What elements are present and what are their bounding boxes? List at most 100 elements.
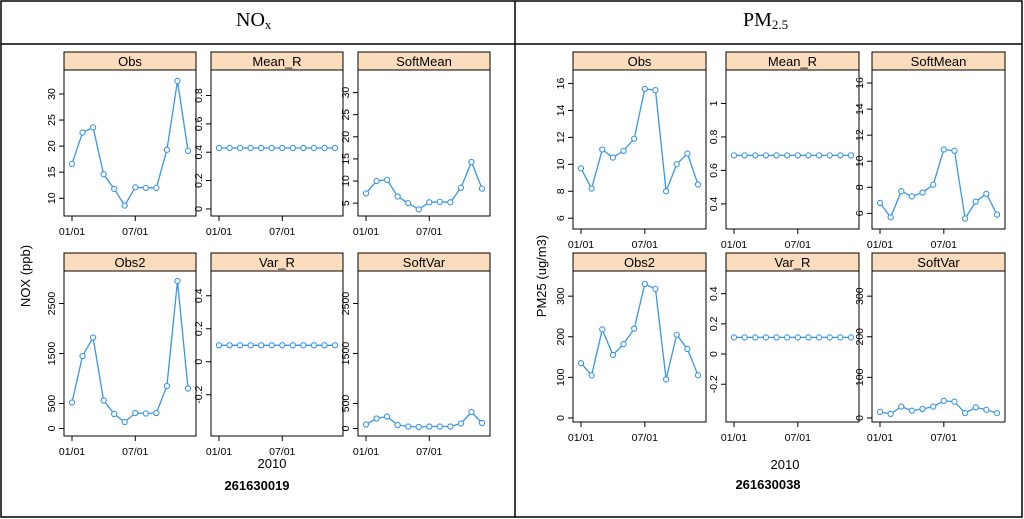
data-point (300, 342, 307, 349)
data-point (447, 199, 454, 206)
series-line (879, 148, 998, 221)
data-point (972, 198, 979, 205)
data-point (132, 184, 139, 191)
data-point (394, 421, 401, 429)
data-point (730, 334, 738, 341)
y-tick-label: 30 (340, 87, 352, 99)
data-point (236, 342, 244, 349)
strip-title: Var_R (259, 255, 295, 270)
data-point (68, 160, 76, 168)
x-axis-label: 2010 (258, 456, 287, 471)
data-point (478, 419, 486, 427)
data-point (132, 409, 139, 417)
data-point (784, 334, 791, 341)
data-point (662, 376, 670, 383)
panel-softvar: SoftVar 0 500 1500 2500 01/01 07/01 (340, 252, 491, 458)
data-point (961, 409, 969, 417)
y-tick-label: 14 (555, 104, 567, 116)
data-point (268, 342, 275, 349)
data-point (773, 334, 780, 341)
data-point (310, 342, 318, 349)
x-tick-label: 01/01 (59, 226, 85, 238)
data-point (898, 188, 905, 195)
y-tick-label: 100 (555, 368, 567, 386)
data-point (478, 185, 486, 192)
data-point (279, 342, 286, 349)
data-point (331, 342, 339, 349)
data-point (373, 415, 380, 422)
data-point (362, 190, 370, 197)
y-tick-label: 8 (555, 188, 567, 194)
data-point (599, 326, 606, 333)
y-tick-label: 6 (854, 210, 866, 216)
strip-title: SoftVar (917, 255, 960, 270)
series-line (879, 400, 998, 415)
data-point (588, 372, 595, 379)
y-tick-label: 5 (340, 200, 352, 206)
data-point (163, 146, 171, 153)
data-point (436, 198, 443, 205)
strip-title: Obs (628, 54, 652, 69)
data-point (215, 342, 223, 349)
data-point (289, 342, 296, 349)
y-tick-label: 300 (854, 287, 866, 305)
data-point (184, 147, 192, 154)
data-point (983, 190, 990, 197)
y-tick-label: 0.6 (708, 163, 720, 178)
data-point (247, 342, 254, 349)
data-point (426, 423, 433, 430)
data-point (919, 405, 926, 413)
data-point (847, 152, 855, 159)
data-point (826, 152, 833, 159)
y-tick-label: 20 (46, 140, 58, 152)
data-point (142, 410, 149, 417)
y-tick-label: 30 (46, 88, 58, 100)
y-tick-label: 300 (555, 287, 567, 305)
data-point (837, 334, 844, 341)
data-point (741, 334, 748, 341)
x-axis-label: 2010 (771, 457, 800, 472)
data-point (641, 85, 648, 93)
plot-box (871, 270, 1006, 423)
data-point (415, 206, 422, 213)
data-point (837, 152, 844, 159)
y-tick-label: 10 (340, 175, 352, 187)
y-tick-label: 2500 (340, 292, 352, 316)
y-tick-label: 200 (555, 328, 567, 346)
y-tick-label: 10 (854, 155, 866, 167)
data-point (652, 285, 659, 293)
data-point (673, 331, 680, 338)
y-tick-label: 500 (46, 395, 58, 413)
data-point (247, 144, 254, 152)
series-line (365, 411, 483, 428)
data-point (940, 397, 947, 405)
data-point (79, 129, 86, 136)
data-point (174, 277, 181, 285)
x-tick-label: 01/01 (568, 239, 594, 251)
data-point (321, 144, 328, 152)
data-point (383, 413, 391, 420)
data-point (331, 144, 339, 152)
y-tick-label: -0.2 (193, 386, 205, 404)
data-point (447, 423, 454, 430)
data-point (762, 152, 770, 159)
y-tick-label: 0.4 (193, 288, 205, 303)
x-tick-label: 01/01 (353, 446, 379, 458)
data-point (226, 144, 233, 152)
data-point (826, 334, 833, 341)
x-tick-label: 07/01 (632, 239, 658, 251)
pm25-header: PM2.5 (743, 9, 789, 32)
data-point (730, 152, 738, 159)
y-tick-label: -0.2 (708, 375, 720, 393)
data-point (694, 372, 702, 379)
panel-softvar: SoftVar 0 100 200 300 01/01 07/01 (854, 252, 1006, 444)
y-tick-label: 0 (555, 415, 567, 421)
data-point (662, 188, 670, 195)
y-tick-label: 25 (46, 114, 58, 126)
data-point (620, 340, 627, 348)
strip-title: SoftMean (396, 54, 452, 69)
y-tick-label: 100 (854, 368, 866, 386)
y-tick-label: 0.2 (193, 173, 205, 188)
plot-box (871, 69, 1006, 230)
